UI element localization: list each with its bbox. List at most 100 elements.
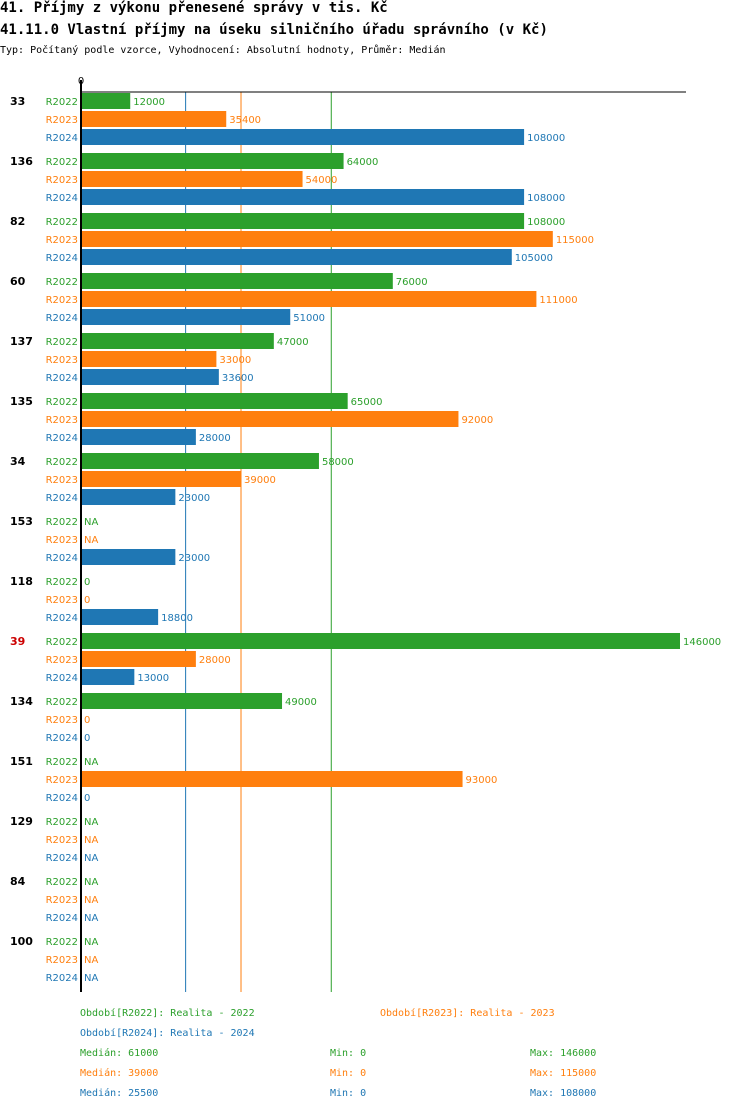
series-label: R2023 (46, 295, 78, 306)
value-label: 76000 (396, 277, 428, 288)
category-label: 33 (10, 95, 25, 108)
series-label: R2022 (46, 277, 78, 288)
series-label: R2024 (46, 733, 78, 744)
category-label: 135 (10, 395, 33, 408)
series-label: R2023 (46, 175, 78, 186)
series-label: R2023 (46, 895, 78, 906)
chart-description: Typ: Počítaný podle vzorce, Vyhodnocení:… (0, 45, 446, 56)
value-label: 47000 (277, 337, 309, 348)
value-label: 58000 (322, 457, 354, 468)
value-label: 108000 (527, 193, 565, 204)
value-label: 92000 (461, 415, 493, 426)
value-label: 39000 (244, 475, 276, 486)
bar-r2022 (81, 93, 131, 109)
stat-median-r2022: Medián: 61000 (80, 1048, 159, 1059)
category-label: 151 (10, 755, 33, 768)
series-label: R2023 (46, 115, 78, 126)
series-label: R2023 (46, 235, 78, 246)
series-label: R2024 (46, 433, 78, 444)
category-label: 129 (10, 815, 33, 828)
value-label: NA (84, 853, 98, 864)
legend-r2024: Období[R2024]: Realita - 2024 (80, 1028, 255, 1039)
bar-r2024 (81, 369, 219, 385)
value-label: NA (84, 955, 98, 966)
value-label: 49000 (285, 697, 317, 708)
series-label: R2022 (46, 457, 78, 468)
category-label: 118 (10, 575, 33, 588)
value-label: 33600 (222, 373, 254, 384)
series-label: R2024 (46, 853, 78, 864)
series-label: R2024 (46, 673, 78, 684)
value-label: 13000 (137, 673, 169, 684)
series-label: R2022 (46, 757, 78, 768)
series-label: R2022 (46, 97, 78, 108)
stat-median-r2023: Medián: 39000 (80, 1068, 159, 1079)
series-label: R2024 (46, 193, 78, 204)
series-label: R2022 (46, 337, 78, 348)
series-label: R2022 (46, 217, 78, 228)
series-label: R2024 (46, 553, 78, 564)
series-label: R2023 (46, 595, 78, 606)
series-label: R2023 (46, 415, 78, 426)
category-label: 100 (10, 935, 33, 948)
bar-r2023 (81, 411, 459, 427)
category-label: 134 (10, 695, 33, 708)
category-label: 39 (10, 635, 25, 648)
bar-r2022 (81, 213, 525, 229)
value-label: 105000 (515, 253, 553, 264)
series-label: R2022 (46, 877, 78, 888)
bar-r2024 (81, 129, 525, 145)
bar-r2024 (81, 489, 176, 505)
value-label: 146000 (683, 637, 721, 648)
bar-r2023 (81, 771, 463, 787)
value-label: 64000 (347, 157, 379, 168)
series-label: R2022 (46, 937, 78, 948)
bar-r2024 (81, 669, 135, 685)
series-label: R2023 (46, 475, 78, 486)
stat-median-r2024: Medián: 25500 (80, 1088, 159, 1099)
series-label: R2022 (46, 817, 78, 828)
bar-r2022 (81, 633, 680, 649)
series-label: R2024 (46, 313, 78, 324)
value-label: NA (84, 877, 98, 888)
series-label: R2023 (46, 955, 78, 966)
series-label: R2023 (46, 715, 78, 726)
bar-r2022 (81, 333, 274, 349)
bar-r2023 (81, 291, 537, 307)
stat-max-r2024: Max: 108000 (530, 1088, 597, 1099)
category-label: 136 (10, 155, 33, 168)
series-label: R2024 (46, 253, 78, 264)
legend-r2022: Období[R2022]: Realita - 2022 (80, 1008, 255, 1019)
category-label: 82 (10, 215, 25, 228)
value-label: 23000 (178, 493, 210, 504)
series-label: R2024 (46, 793, 78, 804)
bar-r2024 (81, 189, 525, 205)
category-label: 34 (10, 455, 26, 468)
value-label: NA (84, 817, 98, 828)
value-label: 0 (84, 793, 90, 804)
stat-min-r2022: Min: 0 (330, 1048, 367, 1059)
series-label: R2023 (46, 355, 78, 366)
bar-r2023 (81, 351, 217, 367)
value-label: 0 (84, 577, 90, 588)
value-label: 51000 (293, 313, 325, 324)
bar-chart: 0 33 R2022 12000 R2023 35400 R2024 108000 136 R20… (10, 76, 721, 992)
value-label: 0 (84, 595, 90, 606)
category-label: 60 (10, 275, 26, 288)
category-label: 137 (10, 335, 33, 348)
value-label: 28000 (199, 655, 231, 666)
value-label: 54000 (306, 175, 338, 186)
series-label: R2023 (46, 835, 78, 846)
value-label: NA (84, 913, 98, 924)
value-label: NA (84, 895, 98, 906)
value-label: 115000 (556, 235, 594, 246)
series-label: R2023 (46, 655, 78, 666)
series-label: R2024 (46, 973, 78, 984)
series-label: R2022 (46, 517, 78, 528)
bar-r2023 (81, 111, 227, 127)
bar-r2023 (81, 231, 553, 247)
bar-r2023 (81, 171, 303, 187)
chart-subtitle: 41.11.0 Vlastní příjmy na úseku silniční… (0, 22, 548, 38)
series-label: R2024 (46, 133, 78, 144)
series-label: R2022 (46, 397, 78, 408)
